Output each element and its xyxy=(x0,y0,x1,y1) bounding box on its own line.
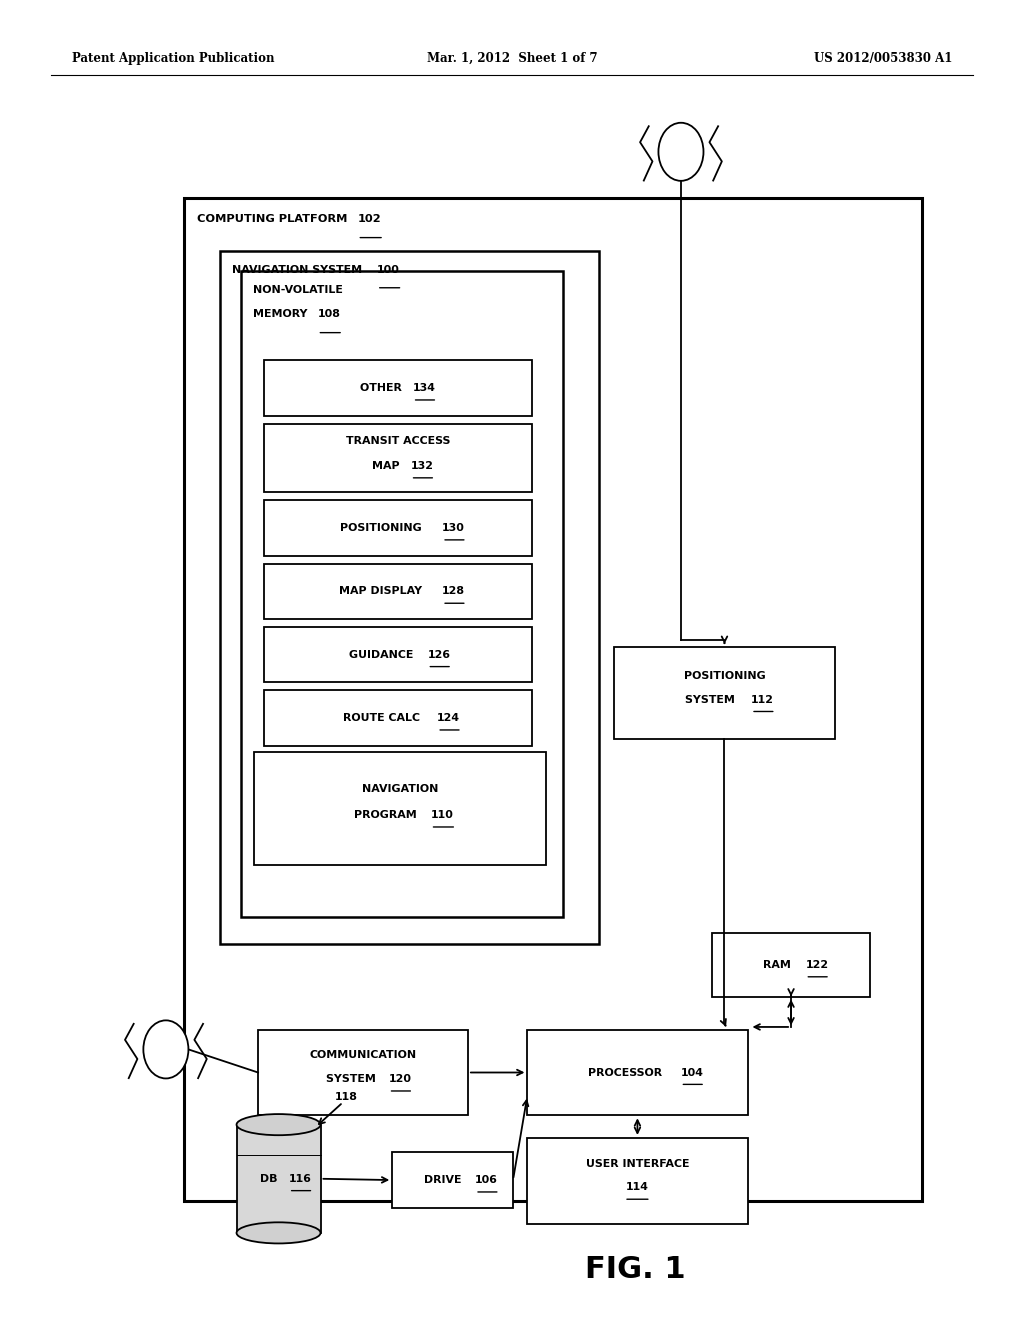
Text: US 2012/0053830 A1: US 2012/0053830 A1 xyxy=(814,51,952,65)
Text: GUIDANCE: GUIDANCE xyxy=(349,649,417,660)
Bar xyxy=(184,198,922,1201)
Text: ROUTE CALC: ROUTE CALC xyxy=(343,713,423,723)
Bar xyxy=(258,1030,468,1115)
Bar xyxy=(241,271,563,917)
Ellipse shape xyxy=(237,1114,321,1135)
Text: 126: 126 xyxy=(427,649,451,660)
Text: 106: 106 xyxy=(475,1175,498,1185)
Text: 108: 108 xyxy=(317,309,340,319)
Text: NAVIGATION: NAVIGATION xyxy=(361,784,438,793)
Bar xyxy=(220,251,599,944)
Bar xyxy=(264,500,532,556)
Text: Patent Application Publication: Patent Application Publication xyxy=(72,51,274,65)
Text: DRIVE: DRIVE xyxy=(424,1175,465,1185)
Text: 100: 100 xyxy=(377,265,399,276)
Bar xyxy=(264,564,532,619)
Text: COMMUNICATION: COMMUNICATION xyxy=(309,1051,417,1060)
Bar xyxy=(254,752,546,865)
Text: RAM: RAM xyxy=(763,960,795,970)
Bar xyxy=(264,627,532,682)
Text: 114: 114 xyxy=(626,1183,649,1192)
Text: 124: 124 xyxy=(437,713,460,723)
Text: 128: 128 xyxy=(442,586,465,597)
Bar xyxy=(392,1152,513,1208)
Text: 110: 110 xyxy=(430,810,454,820)
Text: NAVIGATION SYSTEM: NAVIGATION SYSTEM xyxy=(232,265,367,276)
Ellipse shape xyxy=(237,1222,321,1243)
Text: PROGRAM: PROGRAM xyxy=(354,810,421,820)
Text: COMPUTING PLATFORM: COMPUTING PLATFORM xyxy=(197,214,351,224)
Circle shape xyxy=(143,1020,188,1078)
Text: 104: 104 xyxy=(681,1068,703,1077)
Text: 118: 118 xyxy=(335,1092,357,1102)
Text: POSITIONING: POSITIONING xyxy=(340,523,426,533)
Text: Mar. 1, 2012  Sheet 1 of 7: Mar. 1, 2012 Sheet 1 of 7 xyxy=(427,51,597,65)
Text: POSITIONING: POSITIONING xyxy=(684,671,765,681)
Text: FIG. 1: FIG. 1 xyxy=(585,1255,685,1284)
Text: MAP DISPLAY: MAP DISPLAY xyxy=(340,586,426,597)
Bar xyxy=(712,933,870,997)
Text: 130: 130 xyxy=(442,523,465,533)
Text: DB: DB xyxy=(260,1173,281,1184)
Text: SYSTEM: SYSTEM xyxy=(326,1074,380,1084)
Text: 134: 134 xyxy=(413,383,435,393)
Bar xyxy=(527,1030,748,1115)
Text: MAP: MAP xyxy=(373,461,403,471)
Bar xyxy=(264,424,532,492)
Text: TRANSIT ACCESS: TRANSIT ACCESS xyxy=(346,436,451,446)
Text: 116: 116 xyxy=(289,1173,311,1184)
Text: 132: 132 xyxy=(411,461,433,471)
Text: NON-VOLATILE: NON-VOLATILE xyxy=(253,285,343,296)
Bar xyxy=(264,690,532,746)
Text: MEMORY: MEMORY xyxy=(253,309,311,319)
Text: 120: 120 xyxy=(388,1074,412,1084)
Text: 112: 112 xyxy=(752,694,774,705)
Text: 122: 122 xyxy=(805,960,828,970)
Text: 102: 102 xyxy=(357,214,381,224)
Bar xyxy=(264,360,532,416)
Bar xyxy=(614,647,835,739)
Bar xyxy=(237,1125,321,1233)
Text: OTHER: OTHER xyxy=(360,383,406,393)
Text: SYSTEM: SYSTEM xyxy=(685,694,739,705)
Bar xyxy=(527,1138,748,1224)
Circle shape xyxy=(658,123,703,181)
Text: PROCESSOR: PROCESSOR xyxy=(588,1068,667,1077)
Text: USER INTERFACE: USER INTERFACE xyxy=(586,1159,689,1168)
